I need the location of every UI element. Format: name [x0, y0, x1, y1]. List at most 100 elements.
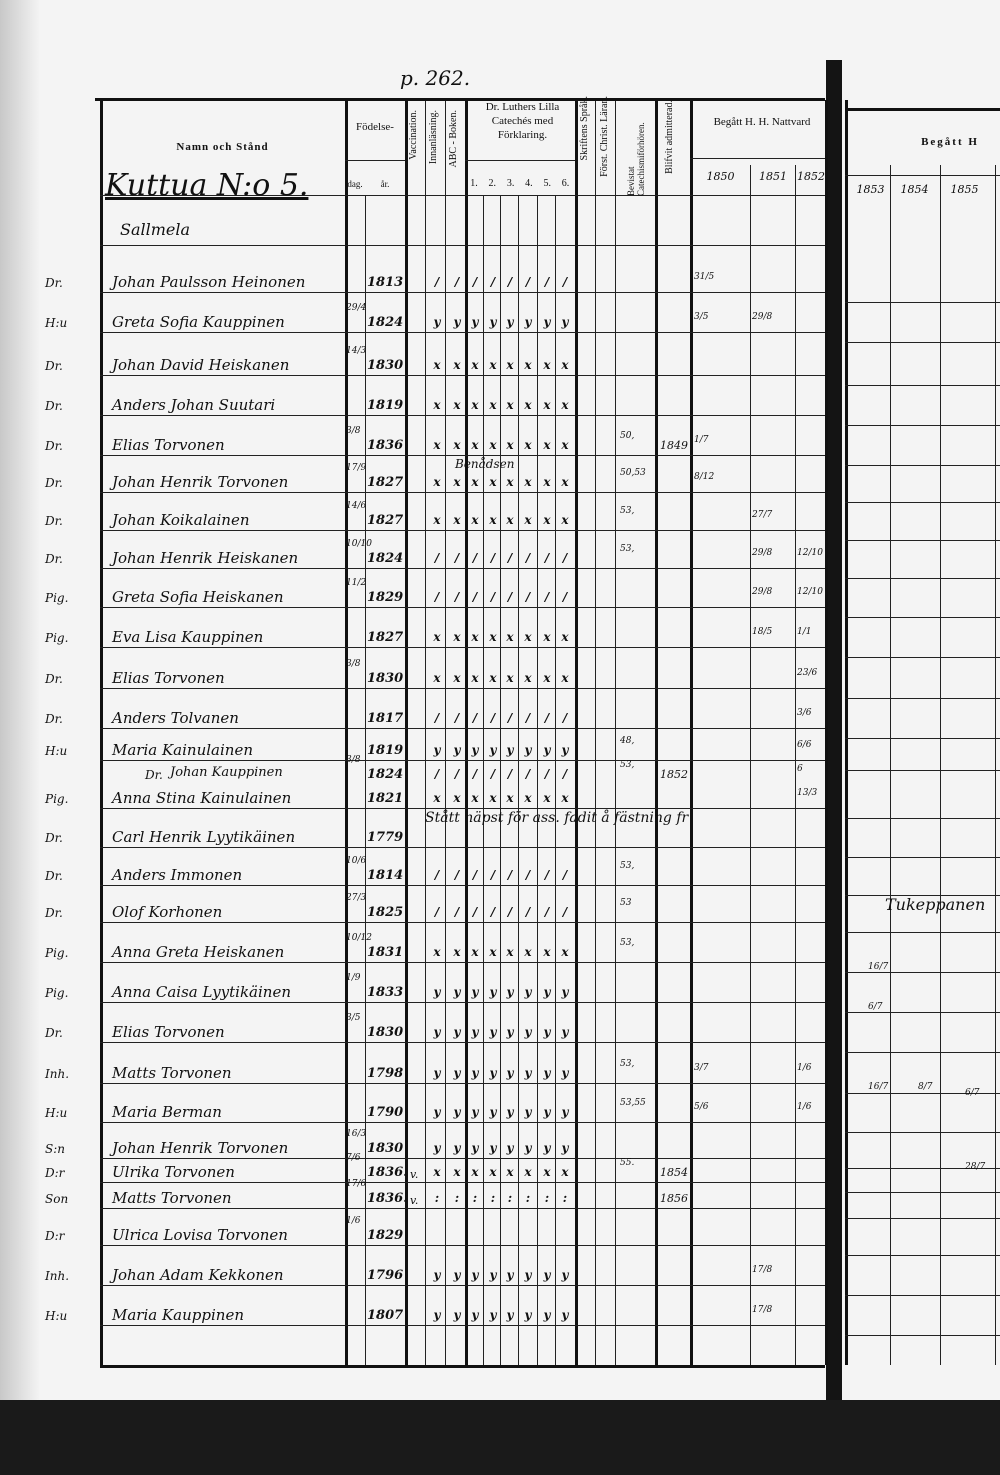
reading-mark: y [489, 1141, 497, 1155]
header-bevistat: Bevistat Catechismiförhören. [626, 122, 646, 196]
grid-row-line [100, 455, 825, 456]
reading-mark: y [561, 1105, 569, 1119]
birth-year: 1836 [367, 438, 404, 453]
reading-mark: x [433, 671, 441, 685]
reading-mark: y [561, 743, 569, 757]
row-name: Anders Johan Suutari [112, 396, 276, 414]
communion-date: 18/5 [752, 627, 773, 637]
row-title: Pig. [45, 631, 69, 645]
reading-mark: / [454, 868, 460, 882]
reading-mark: / [454, 905, 460, 919]
reading-mark: y [489, 1308, 497, 1322]
birth-day-month: 10/12 [346, 933, 372, 943]
vaccination-mark: v. [410, 1194, 419, 1207]
admitted-year: 1856 [660, 1192, 688, 1205]
grid-vline [405, 100, 408, 1365]
header-vaccination: Vaccination. [408, 110, 419, 160]
birth-day-month: 17/9 [346, 463, 367, 473]
row-name: Maria Kainulainen [112, 741, 253, 759]
catechism-attendance: 53, [620, 760, 635, 770]
reading-mark: x [543, 945, 551, 959]
reading-mark: x [506, 945, 514, 959]
reading-mark: y [506, 985, 514, 999]
reading-mark: / [454, 767, 460, 781]
grid-vline [465, 100, 468, 1365]
place-name: Sallmela [120, 220, 191, 239]
row-title: Pig. [45, 792, 69, 806]
row-title: Dr. [145, 768, 163, 782]
reading-mark: y [489, 1066, 497, 1080]
grid-vline [100, 100, 103, 1365]
reading-mark: y [506, 1066, 514, 1080]
reading-mark: x [453, 945, 461, 959]
row-title: D:r [45, 1166, 65, 1180]
communion-date: 3/7 [694, 1063, 709, 1073]
birth-year: 1821 [367, 791, 404, 806]
row-name: Johan Henrik Heiskanen [112, 549, 299, 567]
grid-row-line-right [845, 617, 1000, 618]
reading-mark: y [524, 743, 532, 757]
reading-mark: x [471, 398, 479, 412]
header-catechism-part: 2. [488, 178, 497, 189]
reading-mark: / [434, 905, 440, 919]
header-birth-day: dag. [347, 179, 363, 189]
row-title: H:u [45, 1106, 68, 1120]
reading-mark: / [472, 905, 478, 919]
row-title: Dr. [45, 906, 63, 920]
reading-mark: y [506, 1141, 514, 1155]
grid-row-line [100, 728, 825, 729]
communion-date: 12/10 [797, 587, 823, 597]
grid-row-line [100, 292, 825, 293]
grid-row-line [100, 530, 825, 531]
birth-year: 1830 [367, 1025, 404, 1040]
header-name: Namn och Stånd [176, 141, 269, 153]
communion-date: 3/5 [694, 312, 709, 322]
reading-mark: y [453, 1066, 461, 1080]
book-gutter [826, 60, 842, 1420]
reading-mark: y [471, 315, 479, 329]
birth-year: 1824 [367, 551, 404, 566]
communion-date: 17/8 [752, 1305, 773, 1315]
reading-mark: x [561, 671, 569, 685]
birth-year: 1836. [367, 1165, 408, 1180]
reading-mark: x [453, 671, 461, 685]
birth-day-month: 17/6 [346, 1179, 367, 1189]
birth-day-month: 14/3 [346, 346, 367, 356]
grid-vline [518, 195, 519, 1365]
reading-mark: / [490, 551, 496, 565]
grid-row-line [100, 1002, 825, 1003]
row-title: Dr. [45, 831, 63, 845]
grid-row-line [100, 847, 825, 848]
reading-mark: y [433, 1141, 441, 1155]
reading-mark: x [506, 791, 514, 805]
reading-mark: y [433, 315, 441, 329]
birth-day-month: 1/6 [346, 1216, 361, 1226]
row-title: Son [45, 1192, 69, 1206]
header-nattvard: Begått H. H. Nattvard [713, 116, 811, 128]
header-catechism-part: 5. [543, 178, 551, 189]
reading-mark: x [453, 475, 461, 489]
grid-row-line-right [845, 578, 1000, 579]
reading-mark: x [453, 513, 461, 527]
row-title: Dr. [45, 552, 63, 566]
reading-mark: x [543, 630, 551, 644]
reading-mark: y [561, 985, 569, 999]
row-name: Johan Henrik Torvonen [112, 473, 289, 491]
communion-date: 6/6 [797, 740, 812, 750]
reading-mark: x [471, 358, 479, 372]
reading-mark: / [472, 767, 478, 781]
row-name: Johan Paulsson Heinonen [112, 273, 306, 291]
reading-mark: x [433, 513, 441, 527]
communion-date: 23/6 [797, 668, 818, 678]
reading-mark: / [507, 905, 513, 919]
reading-mark: / [490, 767, 496, 781]
reading-mark: / [434, 711, 440, 725]
reading-mark: x [543, 398, 551, 412]
communion-date: 5/6 [694, 1102, 709, 1112]
grid-vline [483, 195, 484, 1365]
birth-year: 1831 [367, 945, 404, 960]
row-note: Stått näpst för ass. fadit å fästning fr [425, 810, 689, 826]
reading-mark: x [543, 791, 551, 805]
admitted-year: 1854 [660, 1166, 688, 1179]
birth-year: 1819 [367, 743, 404, 758]
